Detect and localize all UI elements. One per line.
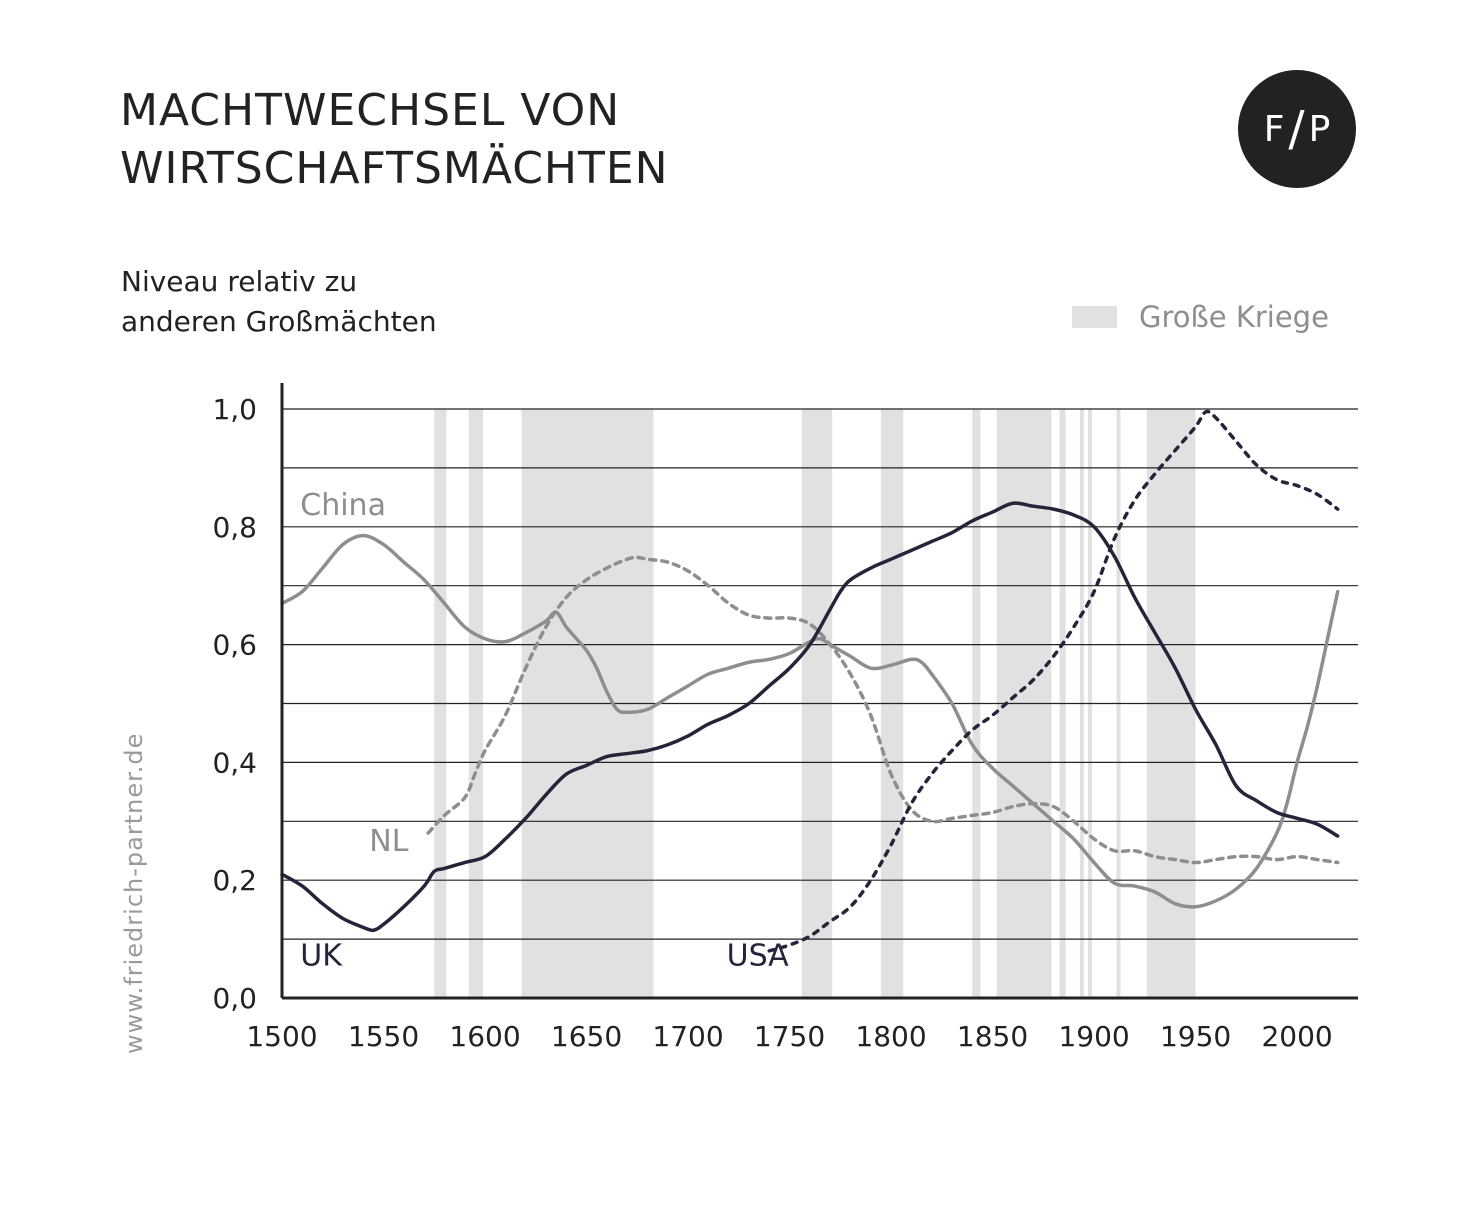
y-tick-label: 0,8 <box>212 511 257 544</box>
logo-slash: / <box>1288 101 1305 157</box>
x-tick-label: 1900 <box>1058 1020 1129 1053</box>
legend: Große Kriege <box>1072 300 1329 334</box>
chart-title-line-2: WIRTSCHAFTSMÄCHTEN <box>120 143 669 194</box>
y-tick-label: 0,4 <box>212 746 257 779</box>
gridlines <box>282 408 1358 940</box>
series-label-china: China <box>300 488 386 523</box>
y-axis-description: Niveau relativ zu anderen Großmächten <box>121 262 437 342</box>
fp-logo: F / P <box>1238 70 1356 188</box>
y-tick-label: 0,6 <box>212 629 257 662</box>
y-tick-label: 1,0 <box>212 393 257 426</box>
x-tick-label: 1500 <box>246 1020 317 1053</box>
chart-title: MACHTWECHSEL VON WIRTSCHAFTSMÄCHTEN <box>120 82 669 198</box>
series-label-usa: USA <box>727 939 790 974</box>
logo-letter-p: P <box>1308 108 1331 150</box>
x-tick-label: 1850 <box>957 1020 1028 1053</box>
series-label-nl: NL <box>369 824 408 859</box>
y-tick-label: 0,0 <box>212 982 257 1015</box>
series-lines <box>280 409 1340 953</box>
series-labels: China NL UK USA <box>300 488 789 974</box>
x-tick-label: 1650 <box>551 1020 622 1053</box>
y-axis-description-line-2: anderen Großmächten <box>121 305 437 338</box>
axes: 0,0 0,2 0,4 0,6 0,8 1,0 1500 1550 1600 1650 1700 17… <box>212 383 1358 1053</box>
series-label-uk: UK <box>300 939 343 974</box>
logo-letter-f: F <box>1263 108 1285 150</box>
series-line-china <box>280 533 1340 909</box>
series-line-usa <box>767 409 1340 953</box>
legend-label-wars: Große Kriege <box>1139 300 1329 334</box>
x-tick-label: 2000 <box>1261 1020 1332 1053</box>
x-tick-label: 1600 <box>449 1020 520 1053</box>
x-tick-label: 1700 <box>652 1020 723 1053</box>
legend-swatch-wars <box>1072 306 1117 328</box>
x-tick-label: 1800 <box>855 1020 926 1053</box>
series-line-uk <box>280 501 1340 933</box>
y-tick-label: 0,2 <box>212 864 257 897</box>
series-line-nl <box>426 555 1340 865</box>
chart-title-line-1: MACHTWECHSEL VON <box>120 85 621 136</box>
x-tick-label: 1750 <box>754 1020 825 1053</box>
x-tick-label: 1950 <box>1160 1020 1231 1053</box>
y-axis-description-line-1: Niveau relativ zu <box>121 265 358 298</box>
x-tick-label: 1550 <box>348 1020 419 1053</box>
